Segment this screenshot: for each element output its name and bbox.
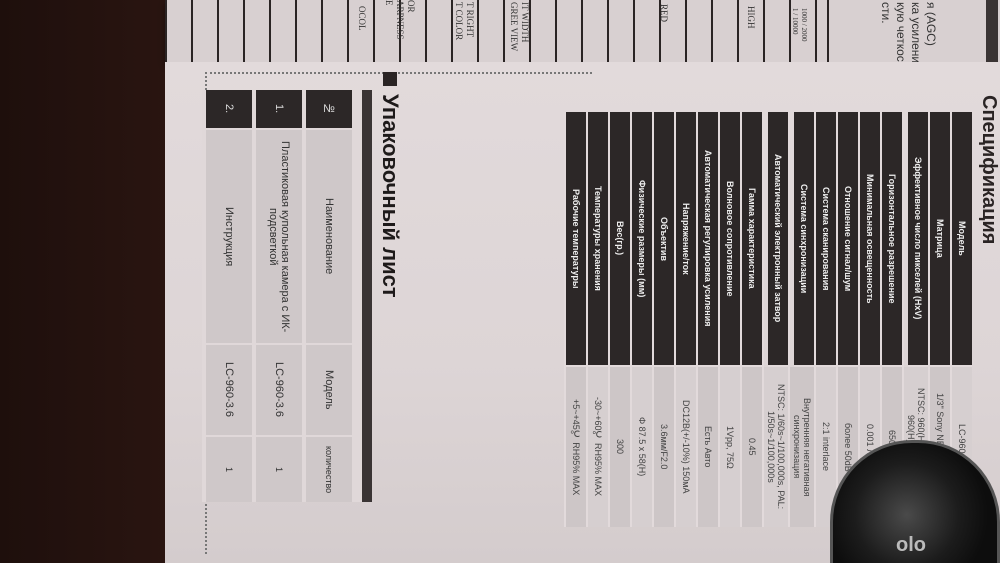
packing-header-row: № Наименование Модель количество bbox=[302, 90, 352, 502]
spec-value: +5~+45℃ RH95% MAX bbox=[566, 367, 586, 527]
packing-title: Упаковочный лист bbox=[378, 94, 403, 298]
spec-value: -30~+60℃ RH95% MAX bbox=[588, 367, 608, 527]
back-cell-line: GREE VIEW bbox=[509, 2, 519, 52]
back-cell-text: T RIGHT T COLOR bbox=[453, 2, 475, 40]
back-page-agc-text: я (AGC) ка усиления. кую четкость сти. bbox=[878, 2, 938, 74]
agc-line: сти. bbox=[879, 2, 893, 24]
spec-value: 3.6мм/F2.0 bbox=[654, 367, 674, 527]
header-model: Модель bbox=[306, 345, 352, 437]
row-num: 2. bbox=[206, 90, 252, 130]
spec-label: Матрица bbox=[930, 112, 950, 367]
row-qty: 1 bbox=[206, 437, 252, 502]
back-cell-text: OR ARPNESS E bbox=[383, 0, 416, 40]
square-bullet-icon bbox=[383, 72, 397, 86]
packing-table: № Наименование Модель количество 1. Плас… bbox=[202, 90, 372, 502]
back-cell-line: OR bbox=[406, 0, 416, 13]
back-cell-text: RED bbox=[659, 4, 669, 22]
spec-label: Физические размеры (мм) bbox=[632, 112, 652, 367]
row-name: Инструкция bbox=[206, 130, 252, 345]
dome-camera bbox=[830, 440, 1000, 563]
spec-label: Температуры хранения bbox=[588, 112, 608, 367]
spec-title: Спецификация bbox=[978, 95, 1000, 245]
spec-row: Система сканирования 2:1 interlace bbox=[814, 112, 836, 527]
spec-value: Внутренняя негативная синхронизация bbox=[790, 367, 814, 527]
spec-value: 1Vpp, 75Ω bbox=[720, 367, 740, 527]
row-qty: 1 bbox=[256, 437, 302, 502]
spec-label: Система сканирования bbox=[816, 112, 836, 367]
spec-value: 2:1 interlace bbox=[816, 367, 836, 527]
spec-label: Гамма характеристика bbox=[742, 112, 762, 367]
spec-value: 0.45 bbox=[742, 367, 762, 527]
header-qty: количество bbox=[306, 437, 352, 502]
row-model: LC-960-3.6 bbox=[256, 345, 302, 437]
spec-value: Φ 87.5 x 58(H) bbox=[632, 367, 652, 527]
packing-row: 2. Инструкция LC-960-3.6 1 bbox=[202, 90, 252, 502]
camera-logo: olo bbox=[896, 534, 926, 556]
packing-table-top-bar bbox=[352, 90, 372, 502]
spec-row: Температуры хранения -30~+60℃ RH95% MAX bbox=[586, 112, 608, 527]
spec-label: Горизонтальное разрешение bbox=[882, 112, 902, 367]
spec-label: Автоматическая регулировка усиления bbox=[698, 112, 718, 367]
back-cell-text: HIGH bbox=[746, 6, 756, 29]
packing-heading: Упаковочный лист bbox=[377, 72, 403, 298]
spec-label: Система синхронизации bbox=[794, 112, 814, 367]
back-cell-line: 1000 / 2000 bbox=[800, 8, 808, 42]
packing-row: 1. Пластиковая купольная камера с ИК-под… bbox=[252, 90, 302, 502]
spec-label: Отношение сигнал/шум bbox=[838, 112, 858, 367]
spec-row: Объектив 3.6мм/F2.0 bbox=[652, 112, 674, 527]
back-cell-text: OCOL bbox=[357, 6, 367, 31]
back-cell-line: IT WIDTH bbox=[520, 2, 530, 43]
spec-label: Автоматический электронный затвор bbox=[768, 112, 788, 367]
back-cell-line: ARPNESS bbox=[395, 0, 405, 40]
spec-label: Рабочие температуры bbox=[566, 112, 586, 367]
back-cell-line: E bbox=[384, 0, 394, 6]
spec-value: 300 bbox=[610, 367, 630, 527]
spec-label: Волновое сопротивление bbox=[720, 112, 740, 367]
back-page-table-grid bbox=[165, 0, 829, 66]
spec-label: Вес(гр.) bbox=[610, 112, 630, 367]
agc-line: я (AGC) bbox=[924, 2, 938, 46]
spec-row: Система синхронизации Внутренняя негатив… bbox=[788, 112, 814, 527]
spec-label: Объектив bbox=[654, 112, 674, 367]
back-cell-line: T RIGHT bbox=[465, 2, 475, 38]
spec-row: Автоматический электронный затвор NTSC: … bbox=[762, 112, 788, 527]
header-name: Наименование bbox=[306, 130, 352, 345]
agc-line: ка усиления. bbox=[909, 2, 923, 73]
back-cell-text: 1000 / 2000 1 / 10000 bbox=[790, 8, 808, 41]
spec-row: Волновое сопротивление 1Vpp, 75Ω bbox=[718, 112, 740, 527]
spec-row: Автоматическая регулировка усиления Есть… bbox=[696, 112, 718, 527]
spec-label: Минимальная освещенность bbox=[860, 112, 880, 367]
back-cell-line: T COLOR bbox=[454, 2, 464, 41]
spec-label: Модель bbox=[952, 112, 972, 367]
spec-value: NTSC: 1/60s~1/100,000s, PAL: 1/50s~1/100… bbox=[764, 367, 788, 527]
spec-row: Рабочие температуры +5~+45℃ RH95% MAX bbox=[564, 112, 586, 527]
header-num: № bbox=[306, 90, 352, 130]
row-num: 1. bbox=[256, 90, 302, 130]
spec-row: Физические размеры (мм) Φ 87.5 x 58(H) bbox=[630, 112, 652, 527]
spec-value: DC12В(+/-10%) 150мА bbox=[676, 367, 696, 527]
back-cell-text: IT WIDTH GREE VIEW bbox=[508, 2, 530, 51]
agc-line: кую четкость bbox=[894, 2, 908, 74]
spec-row: Напряжение/ток DC12В(+/-10%) 150мА bbox=[674, 112, 696, 527]
spec-label: Эффективное число пикселей (HxV) bbox=[908, 112, 928, 367]
spec-row: Гамма характеристика 0.45 bbox=[740, 112, 762, 527]
spec-row: Вес(гр.) 300 bbox=[608, 112, 630, 527]
row-model: LC-960-3.6 bbox=[206, 345, 252, 437]
spec-value: Есть Авто bbox=[698, 367, 718, 527]
row-name: Пластиковая купольная камера с ИК-подсве… bbox=[256, 130, 302, 345]
spec-label: Напряжение/ток bbox=[676, 112, 696, 367]
back-cell-line: 1 / 10000 bbox=[791, 8, 799, 35]
